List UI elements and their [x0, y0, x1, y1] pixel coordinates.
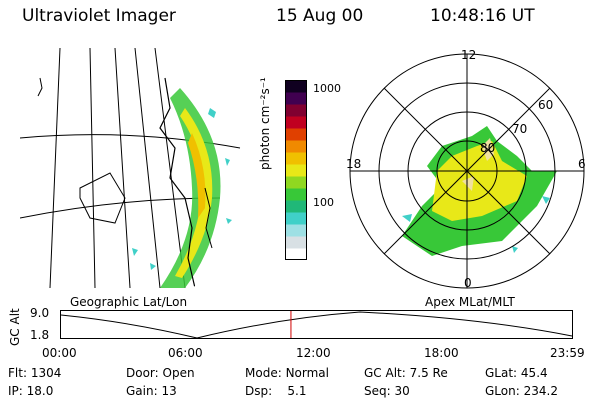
- gain-label: Gain:: [126, 384, 158, 398]
- mlt-label-18: 18: [346, 157, 362, 171]
- glon-label: GLon:: [485, 384, 520, 398]
- geographic-image: [20, 48, 241, 288]
- colorbar-tick-1000: 1000: [313, 82, 341, 95]
- glat-value: 45.4: [520, 366, 548, 380]
- colorbar: [285, 80, 307, 260]
- gcalt-value: 7.5 Re: [409, 366, 448, 380]
- mode-label: Mode:: [245, 366, 282, 380]
- colorbar-unit-label: photon cm⁻²s⁻¹: [258, 77, 272, 170]
- colorbar-stripe: [285, 176, 307, 189]
- dsp-label: Dsp:: [245, 384, 273, 398]
- colorbar-stripe: [285, 116, 307, 129]
- date-display: 15 Aug 00: [276, 6, 364, 26]
- altitude-curve: [60, 311, 573, 339]
- colorbar-stripe: [285, 200, 307, 213]
- colorbar-stripe: [285, 152, 307, 165]
- colorbar-stripe: [285, 92, 307, 105]
- colorbar-stripe: [285, 128, 307, 141]
- x-tick-2359: 23:59: [550, 346, 585, 360]
- lat-label-80: 80: [480, 141, 496, 155]
- colorbar-stripe: [285, 188, 307, 201]
- door-value: Open: [162, 366, 195, 380]
- seq-label: Seq:: [364, 384, 391, 398]
- altitude-plot: [60, 310, 573, 339]
- dsp-value: 5.1: [287, 384, 307, 398]
- flt-value: 1304: [30, 366, 62, 380]
- ip-label: IP:: [8, 384, 23, 398]
- colorbar-tick-100: 100: [313, 196, 334, 209]
- alt-tick-low: 1.8: [30, 328, 50, 342]
- seq-value: 30: [394, 384, 410, 398]
- glat-label: GLat:: [485, 366, 518, 380]
- gcalt-label: GC Alt:: [364, 366, 406, 380]
- aurora-emission: [132, 88, 232, 288]
- mlt-label-6: 6: [578, 157, 586, 171]
- colorbar-stripe: [285, 104, 307, 117]
- mode-value: Normal: [285, 366, 329, 380]
- apex-label: Apex MLat/MLT: [425, 295, 515, 309]
- mlt-label-0: 0: [464, 276, 472, 290]
- alt-tick-high: 9.0: [30, 306, 50, 320]
- lat-label-70: 70: [512, 122, 528, 136]
- time-display: 10:48:16 UT: [430, 6, 535, 26]
- colorbar-stripe: [285, 224, 307, 237]
- door-label: Door:: [126, 366, 159, 380]
- colorbar-stripe: [285, 212, 307, 225]
- x-tick-1200: 12:00: [296, 346, 331, 360]
- colorbar-stripe: [285, 140, 307, 153]
- lat-label-60: 60: [538, 98, 554, 112]
- colorbar-stripe: [285, 164, 307, 177]
- ip-value: 18.0: [26, 384, 54, 398]
- x-tick-1800: 18:00: [424, 346, 459, 360]
- app-title: Ultraviolet Imager: [22, 6, 176, 26]
- glon-value: 234.2: [523, 384, 558, 398]
- x-tick-0600: 06:00: [168, 346, 203, 360]
- alt-axis-label: GC Alt: [8, 308, 22, 346]
- colorbar-stripe: [285, 236, 307, 249]
- x-tick-0000: 00:00: [42, 346, 77, 360]
- colorbar-stripe: [285, 248, 307, 260]
- gain-value: 13: [161, 384, 177, 398]
- polar-plot: [349, 53, 585, 289]
- colorbar-stripe: [285, 80, 307, 93]
- flt-label: Flt:: [8, 366, 27, 380]
- mlt-label-12: 12: [461, 48, 477, 62]
- geographic-label: Geographic Lat/Lon: [70, 295, 188, 309]
